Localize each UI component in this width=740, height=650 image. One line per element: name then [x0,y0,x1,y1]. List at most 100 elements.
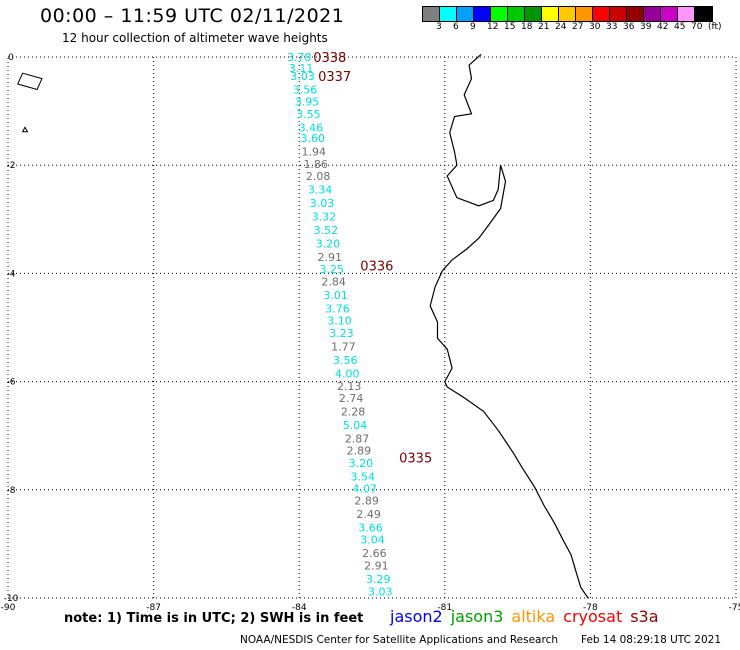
lat-tick-label: 0 [8,53,14,63]
color-swatch [508,7,525,21]
wave-height-value: 3.56 [333,354,358,367]
color-swatch [525,7,542,21]
color-scale-label: 45 [674,22,686,32]
satellite-legend: jason2 jason3 altika cryosat s3a [390,607,667,626]
wave-height-value: 1.77 [331,340,356,353]
pass-time-label: 0338 [313,51,346,66]
lon-tick-label: -81 [437,603,452,613]
color-swatch [593,7,610,21]
wave-height-value: 3.03 [368,586,393,599]
map-subtitle: 12 hour collection of altimeter wave hei… [62,31,328,45]
wave-height-value: 4.07 [352,483,377,496]
color-scale-label: 9 [470,22,476,32]
color-scale-label: 42 [657,22,669,32]
lon-tick-label: -78 [583,603,598,613]
legend-satellite-altika: altika [511,607,556,626]
lon-tick-label: -75 [729,603,740,613]
wave-height-value: 3.55 [296,108,321,121]
legend-satellite-cryosat: cryosat [563,607,623,626]
color-swatch [474,7,491,21]
color-scale-label: 12 [487,22,499,32]
lat-tick-label: -8 [7,486,16,496]
wave-height-value: 3.04 [360,534,385,547]
color-swatch [491,7,508,21]
island-outline [17,72,43,91]
wave-height-value: 2.87 [345,432,370,445]
color-swatch [661,7,678,21]
wave-height-value: 3.56 [293,83,318,96]
color-scale-label: 39 [640,22,652,32]
wave-height-value: 2.74 [339,392,364,405]
color-swatch [576,7,593,21]
wave-height-value: 3.23 [329,327,354,340]
wave-height-value: 3.95 [295,95,320,108]
wave-height-value: 2.66 [362,547,387,560]
color-scale-label: 27 [572,22,584,32]
color-scale-label: 21 [538,22,550,32]
lat-tick-label: -10 [4,594,19,604]
color-swatch [423,7,440,21]
island-outline [21,126,29,133]
color-scale-label: 30 [589,22,601,32]
legend-satellite-jason3: jason3 [450,607,504,626]
coastline [429,53,589,599]
pass-time-label: 0335 [399,451,432,466]
wave-height-value: 2.49 [356,508,381,521]
lon-tick-label: -90 [1,603,16,613]
lat-tick-label: -4 [7,269,16,279]
lon-tick-label: -84 [292,603,307,613]
color-swatch [610,7,627,21]
wave-height-value: 3.20 [349,457,374,470]
wave-height-value: 3.11 [289,62,314,75]
lon-tick-label: -87 [146,603,161,613]
wave-height-value: 3.54 [351,470,376,483]
color-swatch [457,7,474,21]
wave-height-value: 3.46 [299,121,324,134]
color-scale-bar [422,6,713,22]
color-scale-label: 70 [691,22,703,32]
wave-height-value: 1.86 [303,158,328,171]
color-swatch [559,7,576,21]
legend-satellite-jason2: jason2 [390,607,443,626]
map-title: 00:00 – 11:59 UTC 02/11/2021 [40,5,345,27]
lat-tick-label: -2 [7,161,16,171]
wave-height-value: 3.10 [327,314,352,327]
color-swatch [627,7,644,21]
wave-height-value: 4.00 [335,367,360,380]
pass-time-label: 0336 [360,259,393,274]
wave-height-value: 3.29 [366,573,391,586]
color-scale-label: (ft) [708,22,722,32]
wave-height-value: 3.03 [290,70,315,83]
units-note: note: 1) Time is in UTC; 2) SWH is in fe… [64,611,364,626]
credit-text: NOAA/NESDIS Center for Satellite Applica… [240,634,558,646]
pass-time-label: 0337 [318,70,351,85]
wave-height-value: 2.91 [364,560,389,573]
wave-height-value: 2.89 [347,444,372,457]
wave-height-value: 3.25 [319,263,344,276]
color-scale-label: 24 [555,22,567,32]
wave-height-value: 2.08 [306,170,331,183]
wave-height-value: 2.84 [321,276,346,289]
wave-height-value: 1.94 [302,146,327,159]
color-scale-label: 3 [436,22,442,32]
wave-height-value: 3.03 [310,197,335,210]
legend-satellite-s3a: s3a [630,607,659,626]
wave-height-value: 3.34 [308,184,333,197]
wave-height-value: 2.89 [354,495,379,508]
color-scale-label: 15 [504,22,516,32]
color-swatch [678,7,695,21]
wave-height-value: 3.78 [287,51,312,64]
color-scale-label: 18 [521,22,533,32]
color-scale-label: 33 [606,22,618,32]
wave-height-value: 3.60 [301,132,326,145]
wave-height-value: 3.66 [358,522,383,535]
wave-height-value: 3.76 [325,303,350,316]
wave-height-value: 3.20 [316,238,341,251]
color-swatch [440,7,457,21]
generated-timestamp: Feb 14 08:29:18 UTC 2021 [581,634,721,646]
wave-height-value: 2.28 [341,405,366,418]
wave-height-value: 3.52 [314,224,339,237]
color-swatch [542,7,559,21]
color-swatch [695,7,712,21]
